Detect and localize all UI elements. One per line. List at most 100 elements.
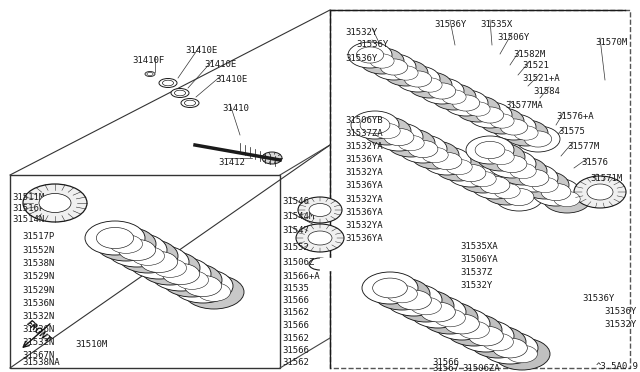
Ellipse shape xyxy=(394,66,418,80)
Text: 31576+A: 31576+A xyxy=(556,112,594,121)
Ellipse shape xyxy=(408,72,452,98)
Ellipse shape xyxy=(482,332,538,364)
Ellipse shape xyxy=(510,164,558,192)
Text: 31536YA: 31536YA xyxy=(345,234,383,243)
Ellipse shape xyxy=(420,302,456,322)
Text: 31506YA: 31506YA xyxy=(460,255,498,264)
Ellipse shape xyxy=(374,278,430,310)
Text: 31410E: 31410E xyxy=(204,60,236,69)
Ellipse shape xyxy=(360,116,390,134)
Bar xyxy=(330,10,630,368)
Text: 31532YA: 31532YA xyxy=(345,221,383,230)
Ellipse shape xyxy=(541,183,571,201)
Ellipse shape xyxy=(384,128,414,146)
Ellipse shape xyxy=(483,333,513,351)
Text: 31532Y: 31532Y xyxy=(345,28,377,37)
Ellipse shape xyxy=(447,159,495,187)
Text: 31536Y: 31536Y xyxy=(582,294,614,303)
Ellipse shape xyxy=(422,147,448,163)
Ellipse shape xyxy=(363,117,411,145)
Ellipse shape xyxy=(488,150,536,178)
Ellipse shape xyxy=(514,126,538,140)
Text: 31537ZA: 31537ZA xyxy=(345,129,383,138)
Ellipse shape xyxy=(262,152,282,164)
Text: 31517P: 31517P xyxy=(22,232,54,241)
Ellipse shape xyxy=(184,100,196,106)
Ellipse shape xyxy=(456,96,500,122)
Ellipse shape xyxy=(446,159,472,175)
Ellipse shape xyxy=(435,309,465,327)
Text: 31506ZA: 31506ZA xyxy=(462,364,500,372)
Text: 31536YA: 31536YA xyxy=(345,181,383,190)
Text: 31562: 31562 xyxy=(282,308,309,317)
Text: 31410E: 31410E xyxy=(215,75,247,84)
Ellipse shape xyxy=(519,169,549,187)
Ellipse shape xyxy=(296,224,344,252)
Ellipse shape xyxy=(480,108,524,134)
Ellipse shape xyxy=(459,321,490,339)
Ellipse shape xyxy=(495,183,543,211)
Text: 31562: 31562 xyxy=(282,358,309,367)
Ellipse shape xyxy=(493,338,527,358)
Ellipse shape xyxy=(351,111,399,139)
Ellipse shape xyxy=(480,176,510,194)
Text: 31410F: 31410F xyxy=(132,56,164,65)
Text: 31535: 31535 xyxy=(282,284,309,293)
Ellipse shape xyxy=(356,47,383,63)
Text: 31536YA: 31536YA xyxy=(345,208,383,217)
Ellipse shape xyxy=(118,239,178,273)
Ellipse shape xyxy=(490,114,514,128)
Ellipse shape xyxy=(507,345,538,363)
Text: 31577MA: 31577MA xyxy=(505,101,543,110)
Text: 31536N: 31536N xyxy=(22,325,54,334)
Ellipse shape xyxy=(476,107,504,123)
Text: 31521: 31521 xyxy=(522,61,549,70)
Text: 31511M: 31511M xyxy=(12,193,44,202)
Ellipse shape xyxy=(184,275,244,309)
Ellipse shape xyxy=(471,171,519,199)
Ellipse shape xyxy=(432,84,476,110)
Ellipse shape xyxy=(384,60,428,86)
Ellipse shape xyxy=(543,185,591,213)
Text: 31547: 31547 xyxy=(282,226,309,235)
Text: 31532YA: 31532YA xyxy=(345,168,383,177)
Ellipse shape xyxy=(587,184,613,200)
Ellipse shape xyxy=(516,126,560,152)
Ellipse shape xyxy=(532,177,558,193)
Ellipse shape xyxy=(171,89,189,97)
Ellipse shape xyxy=(521,171,569,199)
Ellipse shape xyxy=(145,71,155,77)
Ellipse shape xyxy=(499,157,547,185)
Ellipse shape xyxy=(140,251,200,285)
Ellipse shape xyxy=(492,114,536,140)
Text: 31576: 31576 xyxy=(581,158,608,167)
Text: 31537Z: 31537Z xyxy=(460,268,492,277)
Ellipse shape xyxy=(147,73,153,76)
Ellipse shape xyxy=(85,221,145,255)
Ellipse shape xyxy=(398,135,424,151)
Ellipse shape xyxy=(97,227,134,248)
Text: 31566+A: 31566+A xyxy=(282,272,319,281)
Ellipse shape xyxy=(411,297,442,315)
Ellipse shape xyxy=(574,176,626,208)
Ellipse shape xyxy=(175,271,209,289)
Ellipse shape xyxy=(162,263,222,297)
Ellipse shape xyxy=(468,102,512,128)
Text: 31566: 31566 xyxy=(282,321,309,330)
Ellipse shape xyxy=(397,290,431,310)
Ellipse shape xyxy=(420,78,464,104)
Ellipse shape xyxy=(387,285,417,303)
Text: 31566: 31566 xyxy=(282,346,309,355)
Text: 31536Y: 31536Y xyxy=(434,20,467,29)
Ellipse shape xyxy=(475,141,505,159)
Ellipse shape xyxy=(470,326,526,358)
Ellipse shape xyxy=(422,302,478,334)
Ellipse shape xyxy=(163,263,200,285)
Ellipse shape xyxy=(107,233,167,267)
Ellipse shape xyxy=(504,120,548,146)
Ellipse shape xyxy=(372,278,408,298)
Text: 31571M: 31571M xyxy=(590,174,622,183)
Ellipse shape xyxy=(360,48,404,74)
Ellipse shape xyxy=(118,240,156,260)
Ellipse shape xyxy=(387,129,435,157)
